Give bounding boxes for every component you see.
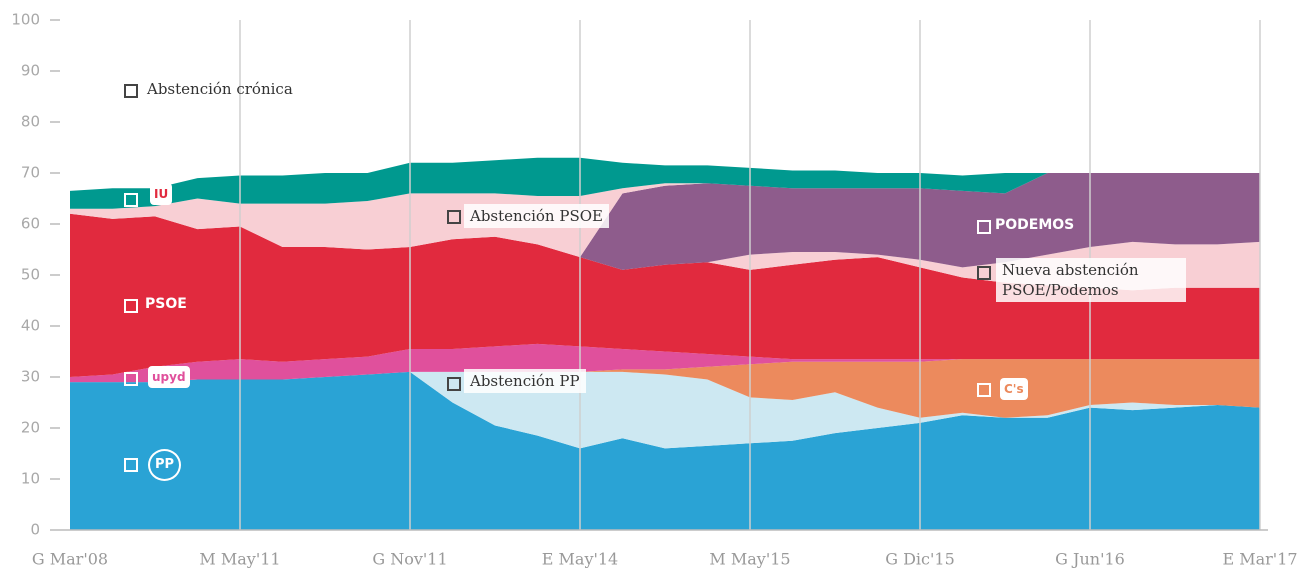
legend-label: Abstención PSOE <box>464 204 609 228</box>
legend-marker <box>447 210 461 224</box>
area <box>70 371 1260 449</box>
legend-label: Abstención PP <box>464 369 586 393</box>
legend-marker <box>977 266 991 280</box>
legend-marker <box>124 193 138 207</box>
legend-label: C's <box>1000 378 1028 400</box>
x-tick-label: G Nov'11 <box>372 550 447 569</box>
legend-label: Nueva abstención PSOE/Podemos <box>996 258 1186 302</box>
y-tick-label: 70 <box>21 164 40 182</box>
y-tick-label: 0 <box>30 521 40 539</box>
y-tick-label: 30 <box>21 368 40 386</box>
legend-marker <box>447 377 461 391</box>
area <box>70 343 1260 383</box>
y-tick-label: 80 <box>21 113 40 131</box>
x-tick-label: E Mar'17 <box>1222 550 1297 569</box>
area <box>70 359 1260 418</box>
legend-marker <box>124 458 138 472</box>
y-tick-label: 60 <box>21 215 40 233</box>
x-tick-label: M May'11 <box>199 550 280 569</box>
y-tick-label: 50 <box>21 266 40 284</box>
legend-label: IU <box>150 183 173 205</box>
x-tick-label: G Dic'15 <box>885 550 955 569</box>
area <box>70 173 1260 258</box>
area <box>70 213 1260 291</box>
y-tick-label: 100 <box>11 11 40 29</box>
legend-marker <box>977 383 991 397</box>
annotation: Abstención crónica <box>147 80 293 98</box>
x-tick-label: M May'15 <box>709 550 790 569</box>
area <box>70 213 1260 377</box>
legend-label: PP <box>148 449 182 481</box>
x-tick-label: E May'14 <box>542 550 618 569</box>
y-tick-label: 90 <box>21 62 40 80</box>
y-tick-label: 10 <box>21 470 40 488</box>
area <box>70 371 1260 530</box>
legend-label: PSOE <box>145 296 187 312</box>
legend-label: upyd <box>148 366 190 388</box>
legend-label: PODEMOS <box>995 217 1075 233</box>
y-tick-label: 20 <box>21 419 40 437</box>
x-tick-label: G Jun'16 <box>1055 550 1125 569</box>
y-tick-label: 40 <box>21 317 40 335</box>
x-tick-label: G Mar'08 <box>32 550 108 569</box>
area <box>70 173 1260 270</box>
annotation-marker <box>124 84 138 98</box>
legend-marker <box>124 372 138 386</box>
legend-marker <box>977 220 991 234</box>
area <box>70 157 1260 209</box>
legend-marker <box>124 299 138 313</box>
